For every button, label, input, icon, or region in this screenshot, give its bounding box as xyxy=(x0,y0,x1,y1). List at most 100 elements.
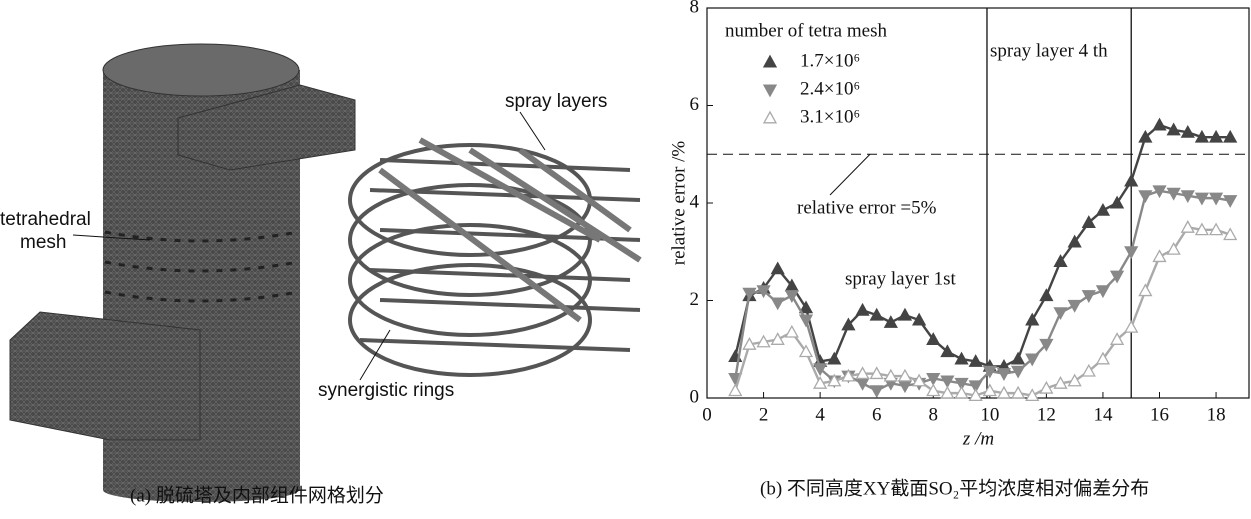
tower-rings xyxy=(104,230,299,303)
data-point xyxy=(1166,122,1181,136)
legend-label: 3.1×10⁶ xyxy=(800,106,860,127)
inlet-duct xyxy=(9,311,201,441)
data-point xyxy=(897,380,913,394)
data-point xyxy=(1081,290,1096,303)
legend-marker xyxy=(762,54,778,68)
data-point xyxy=(1152,249,1167,263)
spray-pipes xyxy=(348,137,642,377)
data-point xyxy=(926,383,941,397)
data-point xyxy=(1025,388,1040,402)
data-point xyxy=(982,383,997,397)
data-point xyxy=(1166,241,1181,255)
data-point xyxy=(1124,319,1139,333)
data-point xyxy=(1223,195,1238,208)
legend-title: number of tetra mesh xyxy=(725,20,887,41)
x-tick-label: 0 xyxy=(702,404,712,425)
data-point xyxy=(1067,234,1082,248)
tower-illustration: tetrahedral mesh spray layers synergisti… xyxy=(0,43,642,506)
data-point xyxy=(996,385,1012,399)
data-point xyxy=(841,368,856,382)
data-point xyxy=(883,315,898,328)
label-mesh: mesh xyxy=(20,232,66,253)
data-point xyxy=(855,366,870,380)
data-point xyxy=(1053,254,1068,267)
data-point xyxy=(756,334,771,348)
label-synergistic-rings: synergistic rings xyxy=(318,380,454,401)
x-tick-label: 8 xyxy=(929,404,939,425)
data-point xyxy=(784,290,799,303)
y-axis-label: relative error /% xyxy=(668,141,689,266)
data-point xyxy=(1194,192,1210,206)
leader-line xyxy=(72,234,151,241)
data-point xyxy=(912,373,927,387)
data-point xyxy=(827,373,842,387)
data-point xyxy=(1208,222,1224,236)
y-tick-label: 0 xyxy=(690,386,700,407)
data-point xyxy=(784,324,799,338)
data-point xyxy=(1194,222,1210,236)
data-point xyxy=(742,337,757,350)
y-tick-label: 4 xyxy=(690,191,700,212)
data-point xyxy=(1194,129,1210,143)
tower-top xyxy=(102,43,300,97)
data-point xyxy=(1109,270,1125,284)
data-point xyxy=(897,307,913,321)
x-tick-label: 10 xyxy=(980,404,999,425)
data-point xyxy=(869,366,884,380)
leader-line xyxy=(359,329,391,381)
y-tick-label: 2 xyxy=(690,289,700,310)
x-tick-label: 16 xyxy=(1150,404,1169,425)
data-point xyxy=(1208,129,1224,143)
chart: (b) 不同高度XY截面SO₂平均浓度相对偏差分布 0 2 4 6 8 10 12 14 16 1… xyxy=(668,0,1250,499)
data-point xyxy=(1152,185,1167,199)
annotation: spray layer 1st xyxy=(845,268,957,289)
data-point xyxy=(1081,363,1096,377)
data-point xyxy=(968,380,983,394)
data-point xyxy=(1124,173,1139,187)
data-point xyxy=(883,368,898,382)
data-point xyxy=(954,385,969,399)
data-point xyxy=(1067,299,1082,313)
data-point xyxy=(1166,187,1181,201)
data-point xyxy=(813,363,828,377)
data-point xyxy=(1180,190,1195,204)
leader-line xyxy=(829,153,871,196)
data-point xyxy=(1223,227,1238,241)
annotation: relative error =5% xyxy=(797,197,937,218)
data-point xyxy=(982,365,997,379)
caption-b: (b) 不同高度XY截面SO₂平均浓度相对偏差分布 xyxy=(760,477,1149,499)
data-point xyxy=(1208,192,1224,206)
legend-marker xyxy=(762,110,778,124)
data-point xyxy=(1180,220,1195,233)
tower-bottom xyxy=(103,478,299,502)
data-point xyxy=(1138,129,1153,143)
data-point xyxy=(1152,117,1167,131)
data-point xyxy=(813,376,828,389)
data-point xyxy=(1010,365,1026,379)
outlet-duct xyxy=(177,84,356,171)
x-tick-label: 18 xyxy=(1207,404,1226,425)
data-point xyxy=(1067,373,1082,387)
y-tick-label: 6 xyxy=(690,94,700,115)
data-point xyxy=(841,317,856,331)
data-point xyxy=(1039,380,1054,394)
data-point xyxy=(1095,351,1111,365)
data-point xyxy=(1039,288,1054,302)
legend-label: 1.7×10⁶ xyxy=(800,50,860,71)
data-point xyxy=(798,344,814,358)
data-point xyxy=(968,354,983,367)
data-point xyxy=(940,344,955,358)
data-point xyxy=(1025,353,1040,367)
label-spray-layers: spray layers xyxy=(505,91,607,112)
data-point xyxy=(1039,338,1054,352)
data-point xyxy=(940,375,955,389)
data-point xyxy=(996,368,1012,381)
data-point xyxy=(1124,246,1139,260)
data-point xyxy=(1109,195,1125,209)
annotation: spray layer 4 th xyxy=(990,40,1108,61)
data-point xyxy=(912,312,927,326)
data-point xyxy=(1138,283,1153,297)
data-point xyxy=(1109,332,1125,345)
data-point xyxy=(869,385,884,399)
